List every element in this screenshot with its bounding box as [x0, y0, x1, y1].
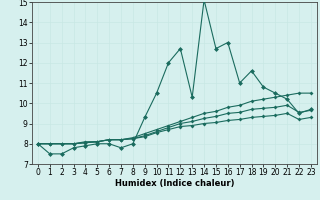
- X-axis label: Humidex (Indice chaleur): Humidex (Indice chaleur): [115, 179, 234, 188]
